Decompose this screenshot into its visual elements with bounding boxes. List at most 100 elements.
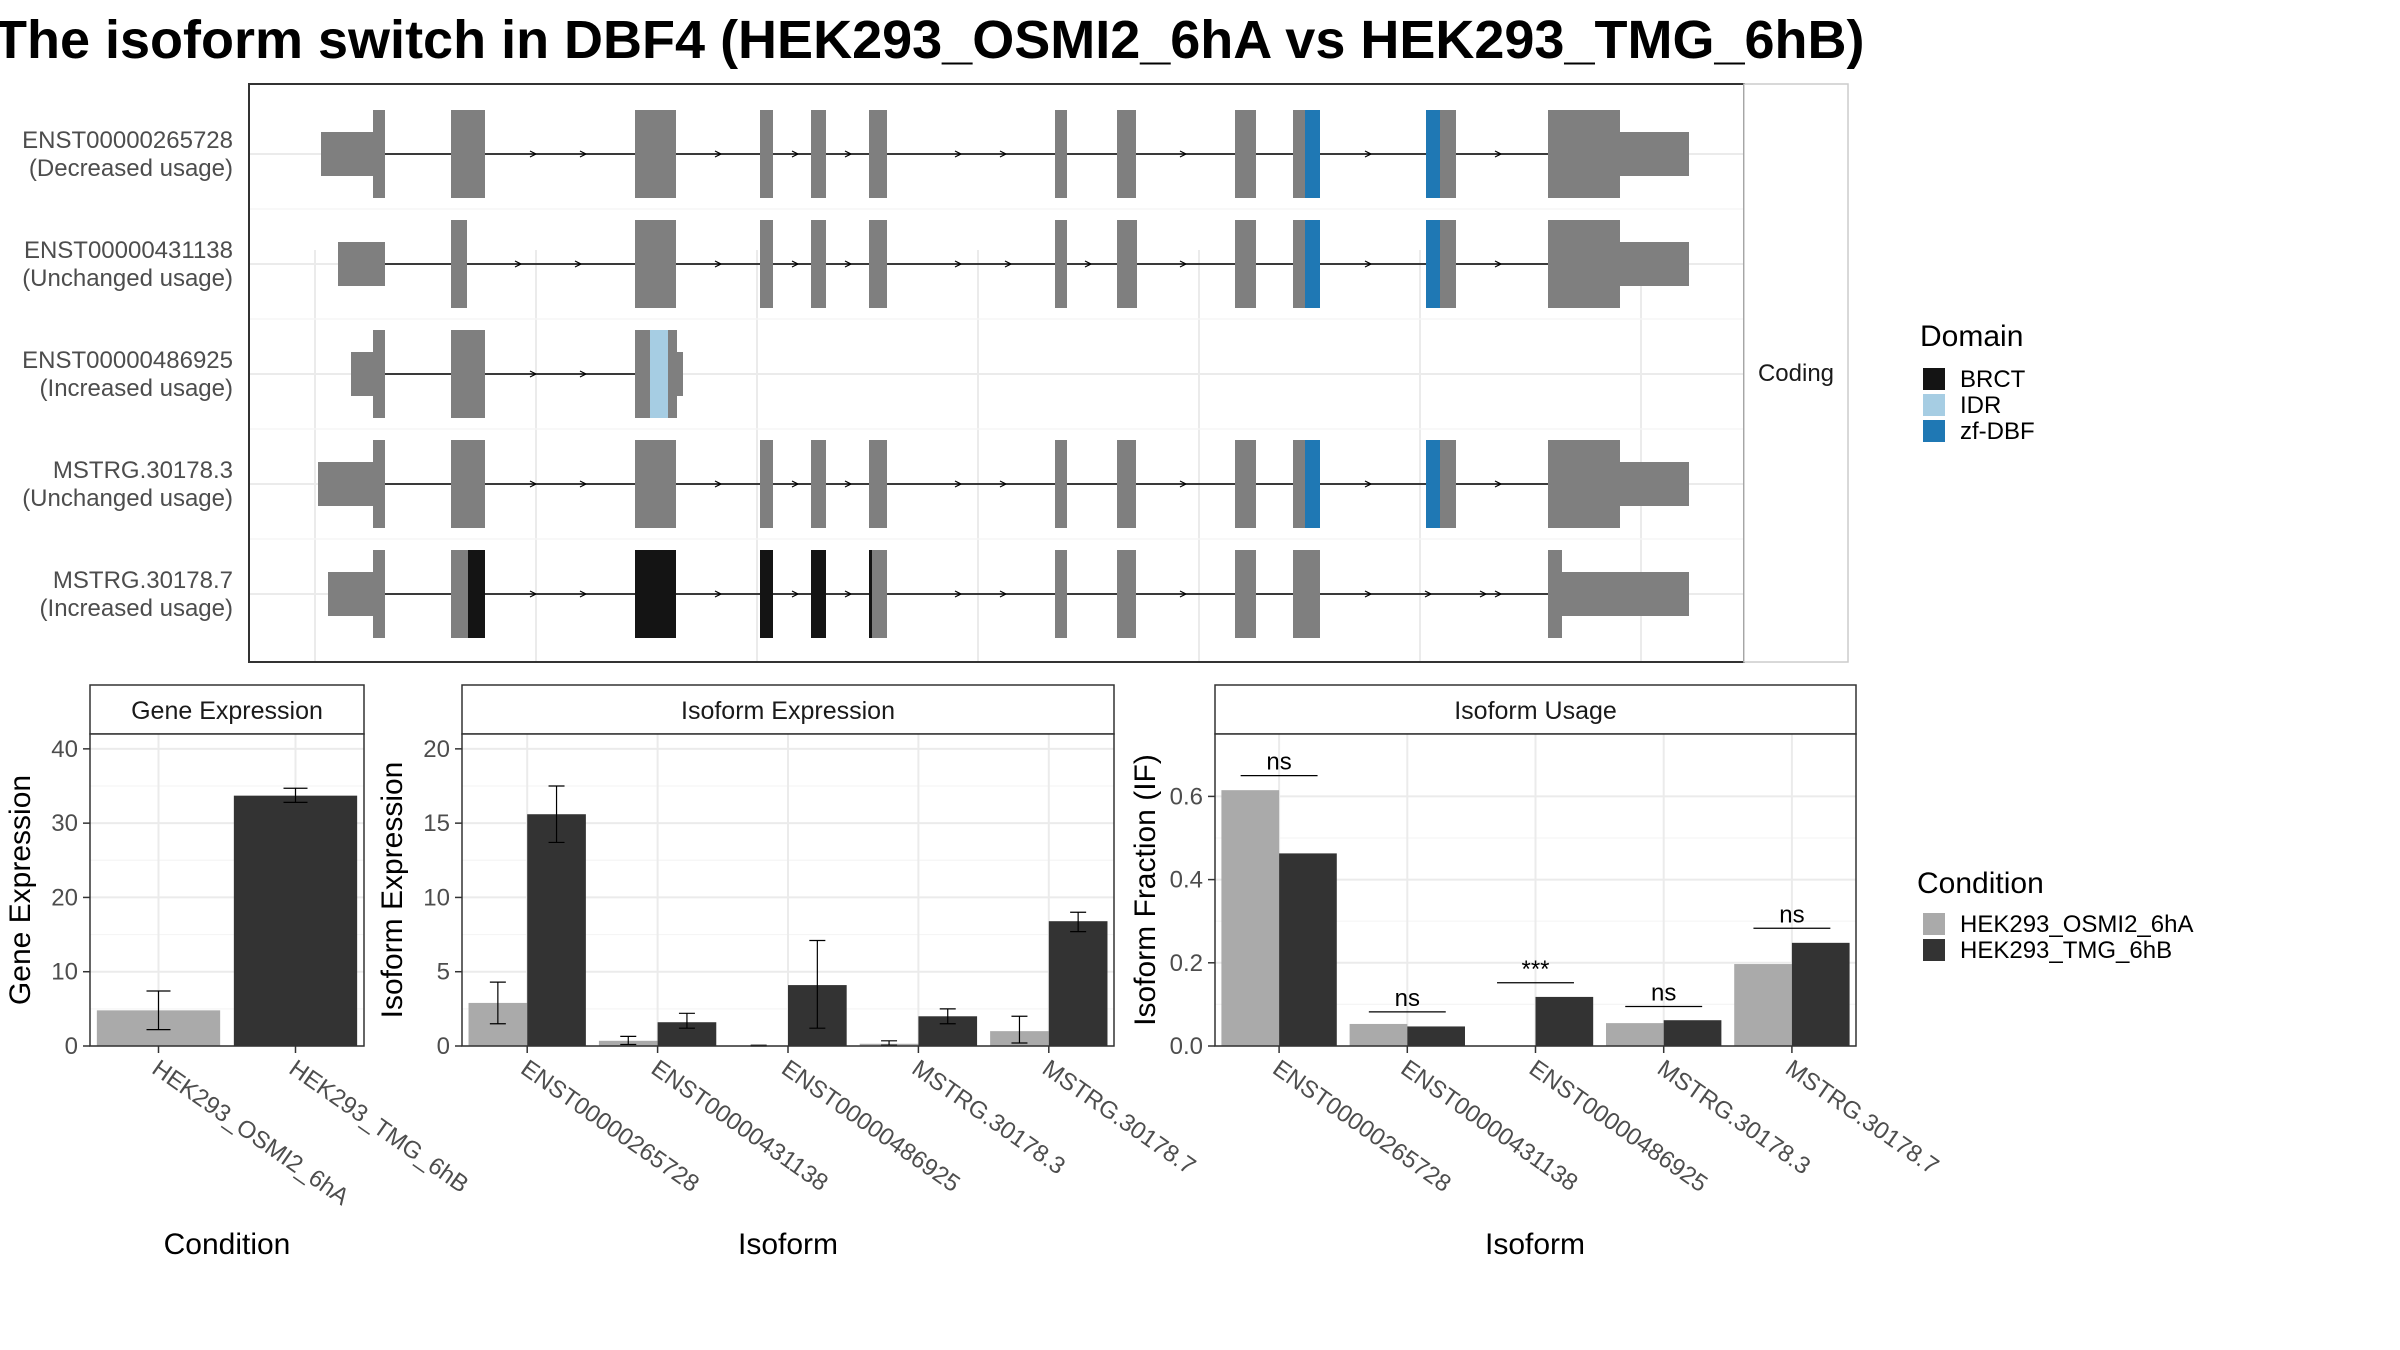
- strand-arrow: [1494, 590, 1503, 598]
- exon-block: [1235, 550, 1256, 638]
- domain-legend-label: BRCT: [1960, 366, 2026, 393]
- plot-border: [89, 733, 365, 1047]
- bar: [1791, 942, 1850, 1046]
- y-tick-label: 40: [51, 736, 78, 763]
- y-tick-label: 0.4: [1170, 867, 1203, 894]
- significance-label: ns: [1651, 979, 1676, 1006]
- transcript-usage-label: (Decreased usage): [29, 155, 233, 182]
- bar-panel: Isoform Usagensns***nsns0.00.20.40.6ENST…: [1129, 684, 1943, 1261]
- exon-block: [869, 110, 887, 198]
- utr-block: [1562, 572, 1689, 616]
- exon-block: [869, 440, 887, 528]
- condition-legend-label: HEK293_OSMI2_6hA: [1960, 911, 2193, 938]
- exon-block: [1548, 550, 1562, 638]
- exon-block: [1055, 550, 1067, 638]
- bar-panel: Gene Expression010203040HEK293_OSMI2_6hA…: [4, 684, 473, 1261]
- exon-block: [451, 550, 468, 638]
- transcript-id-label: MSTRG.30178.3: [53, 457, 233, 484]
- strand-arrow: [1424, 590, 1433, 598]
- x-axis-title: Isoform: [738, 1228, 838, 1261]
- transcript-structure-panel: Coding ENST00000265728(Decreased usage)E…: [22, 83, 1849, 663]
- strand-arrow: [791, 590, 800, 598]
- bar: [1663, 1020, 1722, 1046]
- exon-block: [1117, 220, 1133, 308]
- exon-block: [869, 220, 887, 308]
- y-tick-label: 0.0: [1170, 1033, 1203, 1060]
- transcript-usage-label: (Unchanged usage): [22, 485, 233, 512]
- exon-block: [1293, 550, 1320, 638]
- strand-arrow: [954, 590, 963, 598]
- exon-block: [373, 550, 385, 638]
- exon-block: [1117, 110, 1136, 198]
- exon-block: [1117, 550, 1136, 638]
- exon-block: [373, 440, 385, 528]
- strand-arrow: [514, 260, 523, 268]
- domain-block: [1305, 440, 1320, 528]
- domain-block: [650, 330, 668, 418]
- bar: [1048, 921, 1108, 1046]
- bar-chart-panels: Gene Expression010203040HEK293_OSMI2_6hA…: [4, 684, 1943, 1261]
- transcript-usage-label: (Increased usage): [40, 595, 233, 622]
- x-axis-title: Condition: [164, 1228, 291, 1261]
- domain-block: [635, 550, 676, 638]
- panel-strip: [461, 684, 1115, 735]
- domain-block: [1305, 220, 1320, 308]
- bar: [1606, 1023, 1664, 1046]
- strand-arrow: [529, 590, 538, 598]
- domain-block: [1426, 440, 1440, 528]
- strand-arrow: [844, 150, 853, 158]
- strand-arrow: [714, 260, 723, 268]
- strand-arrow: [1179, 150, 1188, 158]
- domain-legend-key: [1923, 394, 1945, 416]
- transcript-track: [351, 330, 683, 418]
- strand-arrow: [1179, 260, 1188, 268]
- strand-arrow: [1494, 150, 1503, 158]
- strand-arrow: [844, 590, 853, 598]
- exon-block: [811, 440, 826, 528]
- y-tick-label: 20: [423, 736, 450, 763]
- exon-block: [1055, 440, 1067, 528]
- domain-legend-label: IDR: [1960, 392, 2001, 419]
- strand-arrow: [529, 370, 538, 378]
- strand-arrow: [844, 480, 853, 488]
- strand-arrow: [1179, 590, 1188, 598]
- utr-block: [1620, 462, 1689, 506]
- bar: [1349, 1023, 1408, 1046]
- exon-block: [1235, 220, 1256, 308]
- transcript-track: [338, 220, 1689, 308]
- domain-legend-label: zf-DBF: [1960, 418, 2035, 445]
- bar: [233, 795, 358, 1046]
- strand-arrow: [999, 150, 1008, 158]
- exon-block: [635, 440, 676, 528]
- domain-legend-key: [1923, 420, 1945, 442]
- utr-block: [351, 352, 373, 396]
- bar: [1535, 996, 1594, 1046]
- exon-block: [1055, 220, 1067, 308]
- exon-block: [1235, 440, 1256, 528]
- strand-arrow: [954, 150, 963, 158]
- transcript-track: [328, 550, 1689, 638]
- exon-block: [1548, 440, 1620, 528]
- strand-arrow: [579, 590, 588, 598]
- condition-legend-key: [1923, 913, 1945, 935]
- strand-arrow: [529, 150, 538, 158]
- transcript-usage-label: (Unchanged usage): [22, 265, 233, 292]
- exon-block: [451, 440, 485, 528]
- strand-arrow: [1364, 480, 1373, 488]
- domain-block: [1305, 110, 1320, 198]
- strand-arrow: [791, 150, 800, 158]
- strand-arrow: [791, 480, 800, 488]
- domain-legend-title: Domain: [1920, 320, 2023, 353]
- exon-block: [1055, 110, 1067, 198]
- utr-block: [677, 352, 683, 396]
- strand-arrow: [1179, 480, 1188, 488]
- condition-legend-title: Condition: [1917, 867, 2044, 900]
- y-axis-title: Gene Expression: [4, 775, 37, 1005]
- significance-label: ns: [1266, 749, 1291, 776]
- domain-block: [1426, 220, 1440, 308]
- exon-block: [1548, 220, 1620, 308]
- strand-arrow: [999, 590, 1008, 598]
- bar: [527, 814, 586, 1046]
- exon-block: [872, 550, 887, 638]
- exon-block: [760, 220, 773, 308]
